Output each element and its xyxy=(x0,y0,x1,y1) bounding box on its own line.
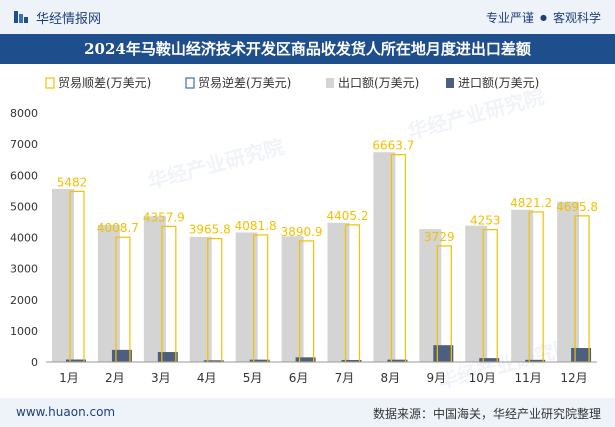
footer-source-label: 数据来源： xyxy=(372,407,433,421)
footer-source-value: 中国海关，华经产业研究院整理 xyxy=(432,407,601,421)
export-bar xyxy=(235,232,258,362)
watermark-text: 华经产业研究院 xyxy=(405,84,546,143)
data-label: 3729 xyxy=(424,230,455,244)
slogan-tag-2: 客观科学 xyxy=(552,11,601,25)
import-bar xyxy=(341,359,362,362)
export-bar xyxy=(52,188,74,362)
x-tick-label: 2月 xyxy=(105,371,125,385)
x-tick-label: 12月 xyxy=(560,371,587,385)
y-tick-label: 8000 xyxy=(10,107,38,120)
x-tick-label: 4月 xyxy=(197,371,217,385)
import-bar xyxy=(249,359,270,362)
brand-logo-icon xyxy=(14,11,28,23)
legend-swatch xyxy=(45,77,55,89)
data-label: 4821.2 xyxy=(510,196,552,210)
footer-url[interactable]: www.huaon.com xyxy=(16,405,116,419)
footer: www.huaon.com 数据来源：中国海关，华经产业研究院整理 xyxy=(0,398,615,427)
y-tick-label: 2000 xyxy=(10,294,38,307)
import-bar xyxy=(66,359,86,362)
import-bar xyxy=(479,358,500,362)
import-bar xyxy=(203,360,224,362)
data-label: 3890.9 xyxy=(281,225,323,239)
brand: 华经情报网 xyxy=(14,8,102,27)
bars xyxy=(52,152,592,363)
legend-swatch xyxy=(446,78,454,88)
export-bar xyxy=(327,222,350,362)
legend-label: 进口额(万美元) xyxy=(458,76,539,90)
legend-swatch xyxy=(326,78,334,88)
x-tick-label: 6月 xyxy=(289,371,309,385)
x-tick-label: 1月 xyxy=(59,371,79,385)
chart-title: 2024年马鞍山经济技术开发区商品收发货人所在地月度进出口差额 xyxy=(0,34,615,64)
legend-label: 贸易顺差(万美元) xyxy=(58,76,151,90)
data-label: 4081.8 xyxy=(235,219,277,233)
data-label: 4695.8 xyxy=(556,200,598,214)
import-bar xyxy=(525,359,546,362)
data-label: 6663.7 xyxy=(372,139,414,153)
legend-label: 贸易逆差(万美元) xyxy=(198,75,291,90)
x-tick-label: 11月 xyxy=(514,371,541,385)
y-tick-label: 0 xyxy=(31,356,38,369)
brand-name: 华经情报网 xyxy=(36,11,102,27)
chart: 华经产业研究院 华经产业研究院 华经产业研究院 贸易顺差(万美元) 贸易逆差(万美… xyxy=(10,75,598,394)
x-tick-label: 7月 xyxy=(335,371,355,385)
slogan: 专业严谨 ● 客观科学 xyxy=(486,9,601,26)
slogan-tag-1: 专业严谨 xyxy=(485,11,534,25)
x-tick-label: 10月 xyxy=(469,371,496,385)
import-bar xyxy=(157,352,178,362)
export-bar xyxy=(373,152,396,362)
y-tick-label: 5000 xyxy=(10,200,38,213)
top-bar: 华经情报网 专业严谨 ● 客观科学 xyxy=(0,0,615,34)
y-tick-label: 6000 xyxy=(10,169,38,182)
x-tick-label: 9月 xyxy=(426,371,446,385)
y-tick-label: 1000 xyxy=(10,325,38,338)
export-bar xyxy=(281,236,304,362)
x-tick-label: 5月 xyxy=(243,371,263,385)
export-bar xyxy=(97,225,120,362)
y-tick-label: 3000 xyxy=(10,263,38,276)
data-label: 3965.8 xyxy=(189,223,231,237)
watermark-text: 华经产业研究院 xyxy=(435,334,576,393)
import-bar xyxy=(111,349,132,362)
export-bar xyxy=(465,225,488,362)
legend: 贸易顺差(万美元) 贸易逆差(万美元) 出口额(万美元) 进口额(万美元) xyxy=(45,75,539,90)
x-axis: 1月 2月 3月 4月 5月 6月 7月 8月 9月 10月 11月 12月 xyxy=(46,361,597,385)
export-bar xyxy=(189,236,212,362)
watermark-text: 华经产业研究院 xyxy=(145,134,286,193)
export-bar xyxy=(511,209,534,362)
x-tick-label: 3月 xyxy=(151,371,171,385)
data-labels: 5482 4008.7 4357.9 3965.8 4081.8 3890.9 4405.2… xyxy=(57,139,598,244)
slogan-separator: ● xyxy=(540,13,547,22)
data-label: 4357.9 xyxy=(143,210,185,224)
export-bar xyxy=(419,229,442,362)
export-bar xyxy=(143,216,166,362)
y-axis: 0 1000 2000 3000 4000 5000 6000 7000 8000 xyxy=(10,107,38,369)
data-label: 4008.7 xyxy=(97,221,139,235)
x-tick-label: 8月 xyxy=(381,371,401,385)
data-label: 5482 xyxy=(57,175,88,189)
data-label: 4405.2 xyxy=(327,209,369,223)
y-tick-label: 4000 xyxy=(10,232,38,245)
footer-source: 数据来源：中国海关，华经产业研究院整理 xyxy=(373,405,601,422)
import-bar xyxy=(387,359,408,362)
data-label: 4253 xyxy=(470,214,501,228)
import-bar xyxy=(571,347,592,362)
legend-label: 出口额(万美元) xyxy=(338,76,419,90)
import-bar xyxy=(295,357,316,362)
import-bar xyxy=(433,345,454,362)
export-bar xyxy=(557,201,580,362)
y-tick-label: 7000 xyxy=(10,138,38,151)
legend-swatch xyxy=(185,77,195,89)
